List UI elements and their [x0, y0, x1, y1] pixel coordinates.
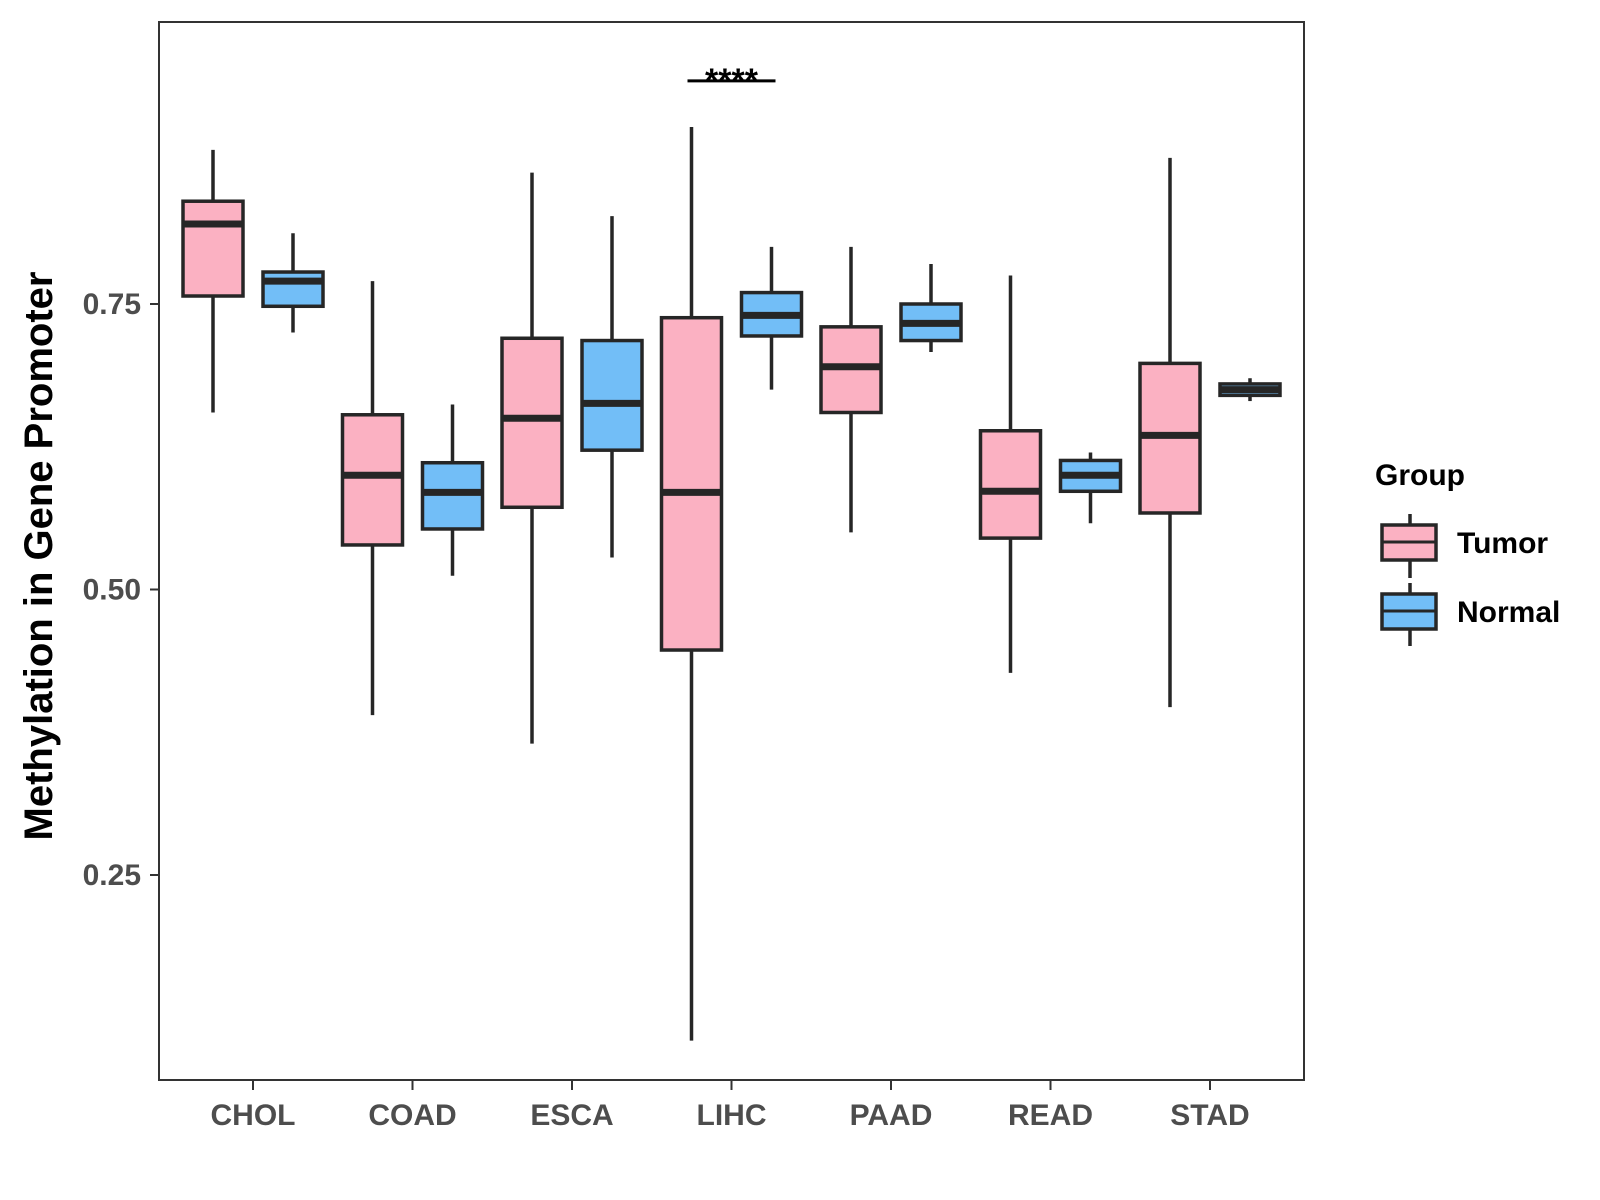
box-tumor-chol — [181, 199, 245, 298]
box-tumor-esca — [500, 336, 564, 510]
legend-item-tumor: Tumor — [1380, 514, 1548, 578]
x-tick-label: CHOL — [211, 1099, 296, 1132]
x-tick-label: ESCA — [530, 1099, 613, 1132]
significance-label: **** — [705, 62, 759, 100]
legend: Group Tumor Normal — [1375, 459, 1560, 646]
y-tick-label: 0.25 — [83, 859, 141, 892]
box-tumor-lihc — [659, 315, 724, 652]
box-normal-esca — [580, 338, 644, 452]
box-normal-chol — [261, 270, 325, 309]
y-tick-label: 0.50 — [83, 574, 141, 607]
box-tumor-read — [978, 429, 1043, 540]
x-tick-label: LIHC — [697, 1099, 767, 1132]
x-tick-label: PAAD — [850, 1099, 933, 1132]
y-axis-title: Methylation in Gene Promoter — [17, 272, 61, 841]
x-tick-label: COAD — [368, 1099, 456, 1132]
legend-label-normal: Normal — [1457, 596, 1560, 629]
box-tumor-coad — [340, 413, 405, 547]
legend-label-tumor: Tumor — [1457, 527, 1548, 560]
y-tick-label: 0.75 — [83, 288, 141, 321]
legend-title: Group — [1375, 459, 1465, 492]
x-tick-label: READ — [1008, 1099, 1093, 1132]
plot-area: 0.25 0.50 0.75 CHOL COAD ESCA LIHC PAAD READ STAD… — [83, 21, 1305, 1132]
plot-panel-border — [158, 21, 1305, 1081]
legend-item-normal: Normal — [1380, 583, 1560, 646]
x-tick-label: STAD — [1170, 1099, 1249, 1132]
